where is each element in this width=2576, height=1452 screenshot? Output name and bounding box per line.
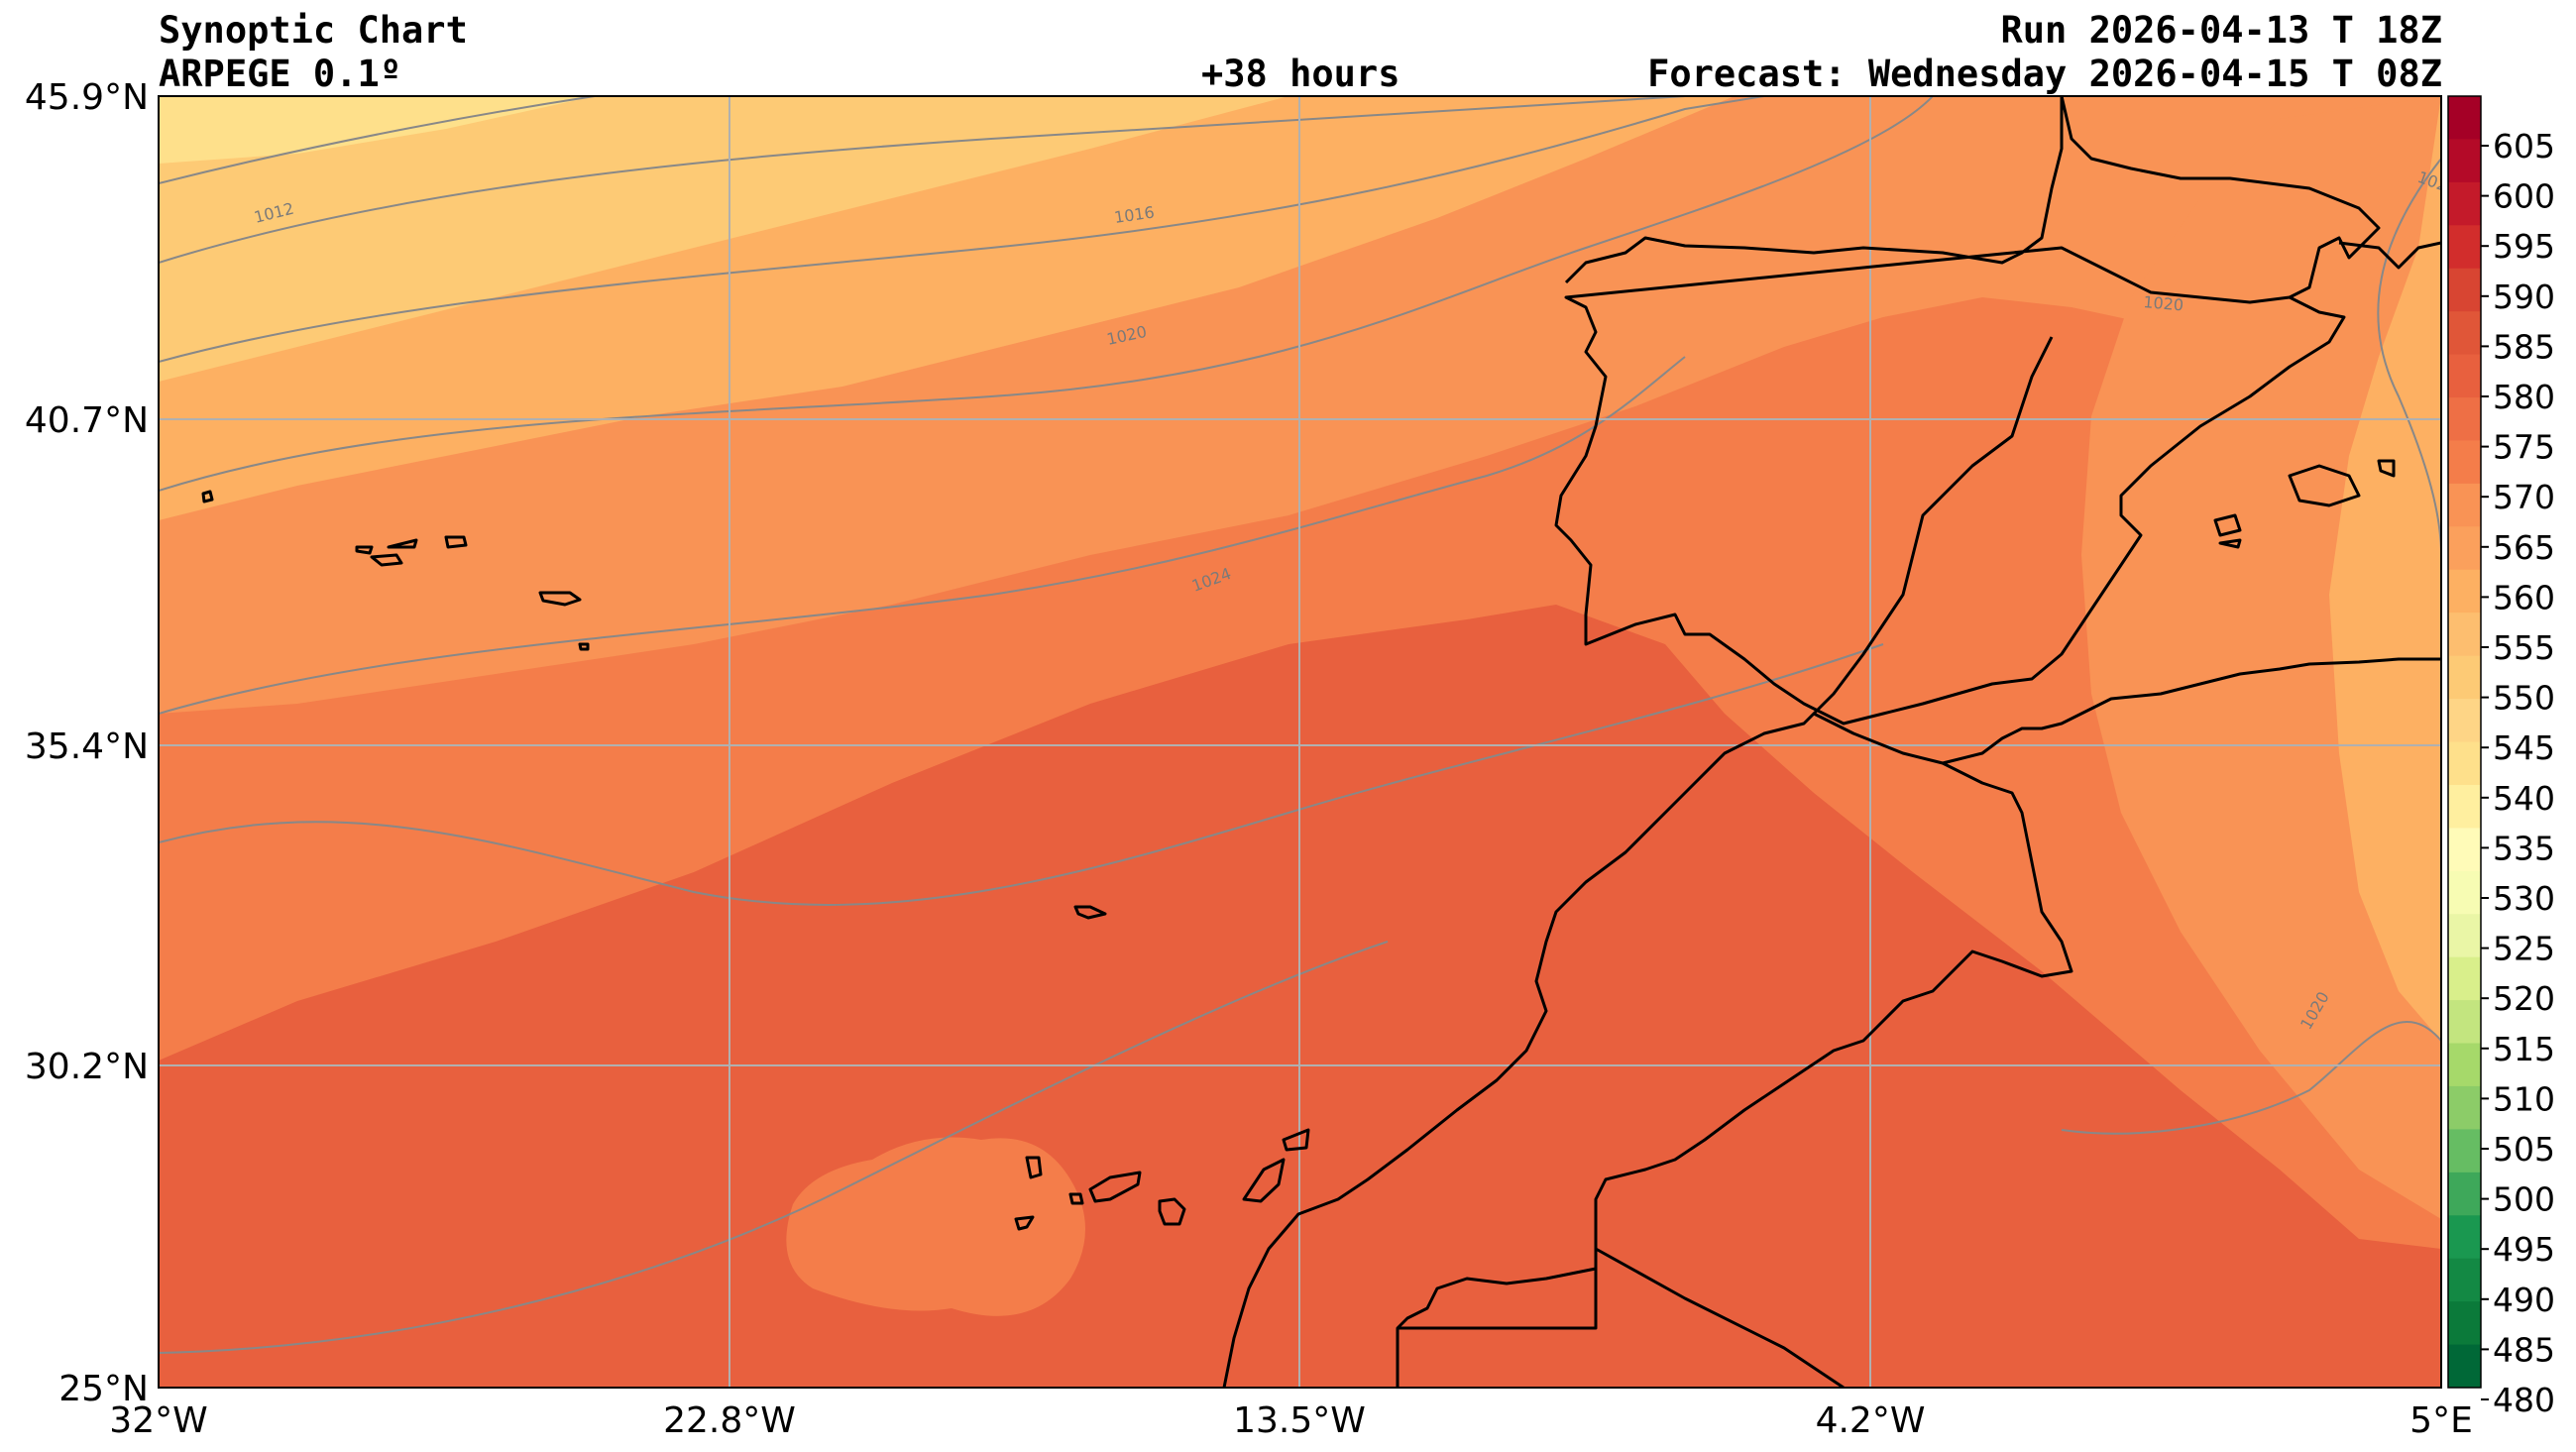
colorbar-segment (2448, 1172, 2481, 1216)
lon-label: 4.2°W (1816, 1400, 1926, 1441)
run-time: Run 2026-04-13 T 18Z (2000, 9, 2442, 52)
lon-label: 22.8°W (663, 1400, 796, 1441)
colorbar-tick-label: 540 (2493, 779, 2555, 818)
colorbar-segment (2448, 483, 2481, 527)
colorbar-frame (2447, 95, 2482, 1389)
gridlines (159, 96, 2441, 1388)
colorbar-segment (2448, 268, 2481, 312)
lead-time: +38 hours (1201, 53, 1400, 95)
band-565-east (2329, 96, 2441, 1041)
colorbar-segment (2448, 569, 2481, 614)
colorbar-tick-label: 530 (2493, 879, 2555, 918)
colorbar-segment (2448, 1215, 2481, 1260)
colorbar-tick-label: 595 (2493, 227, 2555, 266)
forecast-time: Forecast: Wednesday 2026-04-15 T 08Z (1647, 53, 2442, 95)
map-frame (158, 95, 2442, 1389)
colorbar-tick-label: 485 (2493, 1330, 2555, 1369)
colorbar-segment (2448, 870, 2481, 915)
colorbar-segment (2448, 96, 2481, 140)
colorbar-segment (2448, 1344, 2481, 1389)
colorbar-segment (2448, 956, 2481, 1001)
colorbar-segment (2448, 828, 2481, 872)
colorbar-segment (2448, 440, 2481, 485)
colorbar-segment (2448, 1000, 2481, 1045)
colorbar-tick-label: 495 (2493, 1230, 2555, 1269)
lon-label: 5°E (2409, 1400, 2473, 1441)
colorbar-tick-label: 565 (2493, 528, 2555, 567)
colorbar-segment (2448, 139, 2481, 183)
band-560 (159, 96, 1288, 382)
colorbar-tick-label: 520 (2493, 979, 2555, 1018)
colorbar-tick-label: 480 (2493, 1381, 2555, 1419)
colorbar-segment (2448, 1258, 2481, 1302)
colorbar-tick-label: 580 (2493, 378, 2555, 416)
band-575-blob (786, 1137, 1085, 1316)
colorbar-tick-label: 560 (2493, 578, 2555, 616)
model-name: ARPEGE 0.1º (159, 53, 402, 95)
lat-label: 25°N (58, 1369, 149, 1409)
colorbar-segment (2448, 526, 2481, 571)
colorbar-tick-label: 570 (2493, 478, 2555, 516)
colorbar-tick-label: 575 (2493, 428, 2555, 467)
colorbar-tick-label: 555 (2493, 628, 2555, 667)
colorbar-tick-label: 535 (2493, 829, 2555, 867)
colorbar-segment (2448, 1301, 2481, 1346)
lat-label: 35.4°N (25, 726, 149, 767)
colorbar-segment (2448, 354, 2481, 398)
lat-label: 45.9°N (25, 77, 149, 118)
lon-labels: 32°W 22.8°W 13.5°W 4.2°W 5°E (109, 1400, 2473, 1441)
colorbar-tick-label: 590 (2493, 278, 2555, 316)
colorbar-segment (2448, 1085, 2481, 1130)
coastlines (201, 96, 2441, 1388)
iberia-coast (1554, 96, 2346, 726)
colorbar-segment (2448, 397, 2481, 441)
colorbar-tick-label: 515 (2493, 1030, 2555, 1068)
colorbar-tick-label: 525 (2493, 930, 2555, 968)
colorbar-segment (2448, 1129, 2481, 1173)
colorbar-segment (2448, 181, 2481, 226)
isobar-label: 1020 (2143, 292, 2184, 314)
lat-labels: 45.9°N 40.7°N 35.4°N 30.2°N 25°N (25, 77, 149, 1409)
band-555 (159, 96, 595, 164)
colorbar-segment (2448, 311, 2481, 356)
colorbar-tick-label: 500 (2493, 1180, 2555, 1219)
colorbar-segment (2448, 914, 2481, 958)
geopotential-field: 1012 1016 1020 1024 1020 1020 1020 (159, 96, 2441, 1388)
colorbar-tick-label: 510 (2493, 1079, 2555, 1118)
band-570-east (2081, 96, 2441, 1219)
colorbar-segment (2448, 741, 2481, 786)
africa-coast (1222, 336, 2054, 1388)
colorbar-tick-label: 550 (2493, 679, 2555, 718)
lat-label: 40.7°N (25, 400, 149, 441)
colorbar-segment (2448, 225, 2481, 270)
isobars (159, 96, 2441, 1354)
colorbar-tick-label: 505 (2493, 1130, 2555, 1169)
colorbar-tick-label: 585 (2493, 327, 2555, 366)
colorbar-tick-label: 600 (2493, 177, 2555, 216)
colorbar-tick-label: 605 (2493, 127, 2555, 166)
lon-label: 13.5°W (1233, 1400, 1366, 1441)
colorbar-segment (2448, 784, 2481, 829)
colorbar: 605 600 595 590 585 580 575 570 565 560 555 550 545 5… (2447, 95, 2555, 1419)
colorbar-segment (2448, 655, 2481, 700)
lat-label: 30.2°N (25, 1047, 149, 1087)
lon-label: 32°W (109, 1400, 207, 1441)
colorbar-tick-label: 490 (2493, 1281, 2555, 1319)
colorbar-segment (2448, 699, 2481, 742)
colorbar-segment (2448, 613, 2481, 657)
colorbar-tick-label: 545 (2493, 728, 2555, 767)
chart-title: Synoptic Chart (159, 9, 468, 52)
colorbar-segment (2448, 1043, 2481, 1087)
